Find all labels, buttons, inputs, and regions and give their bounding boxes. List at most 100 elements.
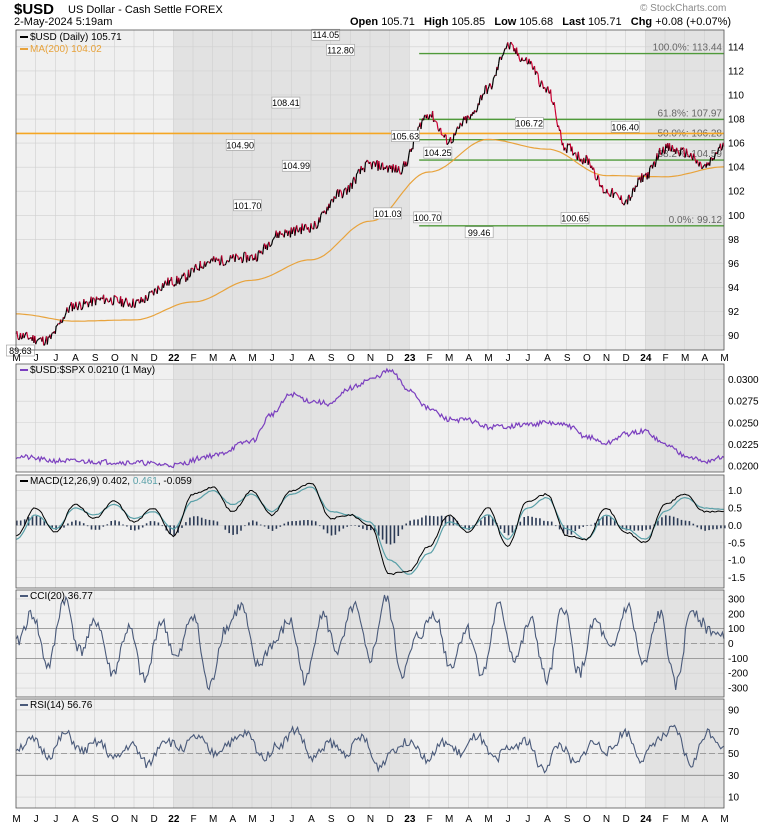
price-segment <box>567 143 570 146</box>
price-segment <box>693 156 696 161</box>
price-segment <box>657 155 660 160</box>
x-axis-label: N <box>131 814 138 825</box>
annotation-box <box>326 43 355 56</box>
price-segment <box>205 261 208 264</box>
price-y-tick-label: 112 <box>728 66 744 77</box>
macd-histogram-bar <box>688 521 691 526</box>
price-segment <box>114 295 117 298</box>
price-segment <box>501 54 504 57</box>
macd-histogram-bar <box>452 517 455 526</box>
price-segment <box>195 263 198 268</box>
brand-watermark[interactable]: © StockCharts.com <box>640 3 727 14</box>
price-segment <box>37 338 39 341</box>
panel-border <box>15 474 725 589</box>
x-axis-label: M <box>248 353 256 364</box>
price-segment <box>137 299 140 304</box>
price-segment <box>93 297 96 300</box>
macd-histogram-bar <box>208 519 211 526</box>
price-segment <box>696 159 699 164</box>
price-segment <box>38 338 40 340</box>
price-segment <box>550 89 553 102</box>
macd-histogram-bar <box>692 523 695 526</box>
macd-histogram-bar <box>700 525 702 530</box>
price-segment <box>221 255 224 262</box>
price-segment <box>614 191 617 194</box>
price-segment <box>168 280 171 286</box>
price-segment <box>564 147 567 150</box>
price-segment <box>238 258 240 261</box>
price-segment <box>248 255 251 262</box>
price-segment <box>716 152 719 155</box>
x-axis-label: M <box>484 353 492 364</box>
price-segment <box>54 325 57 334</box>
macd-y-tick-label: 1.0 <box>728 486 742 497</box>
annotation-label: 106.40 <box>611 122 639 132</box>
x-axis-label: 22 <box>168 814 180 825</box>
price-segment <box>461 120 464 127</box>
macd-histogram-bar <box>200 517 203 526</box>
x-axis-label: O <box>347 353 355 364</box>
macd-histogram-bar <box>102 525 105 527</box>
price-segment <box>271 239 274 245</box>
price-segment <box>455 129 458 134</box>
annotation-box <box>391 130 420 142</box>
annotation-label: 100.65 <box>561 213 589 223</box>
price-segment <box>378 161 381 170</box>
price-segment <box>50 333 53 340</box>
macd-histogram-bar <box>55 525 57 530</box>
price-segment <box>448 140 451 143</box>
price-segment <box>122 303 125 308</box>
price-segment <box>584 155 587 163</box>
macd-histogram-bar <box>621 525 624 530</box>
x-axis-label: N <box>603 814 610 825</box>
annotation-box <box>413 211 442 224</box>
price-segment <box>398 171 401 175</box>
x-axis-label: 24 <box>640 353 652 364</box>
price-segment <box>623 203 626 206</box>
price-segment <box>709 157 712 166</box>
price-segment <box>507 42 510 48</box>
price-segment <box>170 276 173 285</box>
cci-y-tick-label: -100 <box>728 654 748 665</box>
x-axis-label: D <box>387 353 394 364</box>
price-segment <box>179 278 182 285</box>
macd-histogram-bar <box>562 525 565 534</box>
price-segment <box>699 161 702 164</box>
macd-histogram-bar <box>484 516 486 526</box>
annotation-label: 100.70 <box>414 213 442 223</box>
price-segment <box>303 225 306 231</box>
price-segment <box>158 287 161 290</box>
panel-border <box>15 589 725 698</box>
price-segment <box>594 178 597 181</box>
price-segment <box>380 164 383 170</box>
price-segment <box>648 167 651 179</box>
macd-histogram-bar <box>350 525 352 526</box>
price-segment <box>294 229 297 236</box>
macd-histogram-bar <box>149 521 152 526</box>
open-value: 105.71 <box>381 16 415 28</box>
macd-histogram-bar <box>267 525 270 529</box>
cci-y-tick-label: 300 <box>728 594 745 605</box>
price-segment <box>341 195 344 199</box>
price-segment <box>142 298 145 302</box>
price-segment <box>553 102 556 109</box>
macd-histogram-bar <box>275 525 278 529</box>
price-segment <box>146 297 149 302</box>
price-segment <box>720 148 723 151</box>
price-segment <box>547 86 550 93</box>
price-segment <box>66 307 69 312</box>
price-segment <box>320 212 323 216</box>
macd-histogram-bar <box>244 525 246 527</box>
price-segment <box>536 71 539 75</box>
price-segment <box>16 331 19 338</box>
price-segment <box>660 152 663 155</box>
price-segment <box>701 166 704 169</box>
price-segment <box>335 191 338 199</box>
price-segment <box>530 60 533 64</box>
annotation-label: 114.05 <box>312 30 339 40</box>
macd-histogram-bar <box>385 525 388 544</box>
price-y-tick-label: 90 <box>728 331 740 342</box>
macd-histogram-bar <box>456 520 459 526</box>
price-segment <box>24 332 27 336</box>
